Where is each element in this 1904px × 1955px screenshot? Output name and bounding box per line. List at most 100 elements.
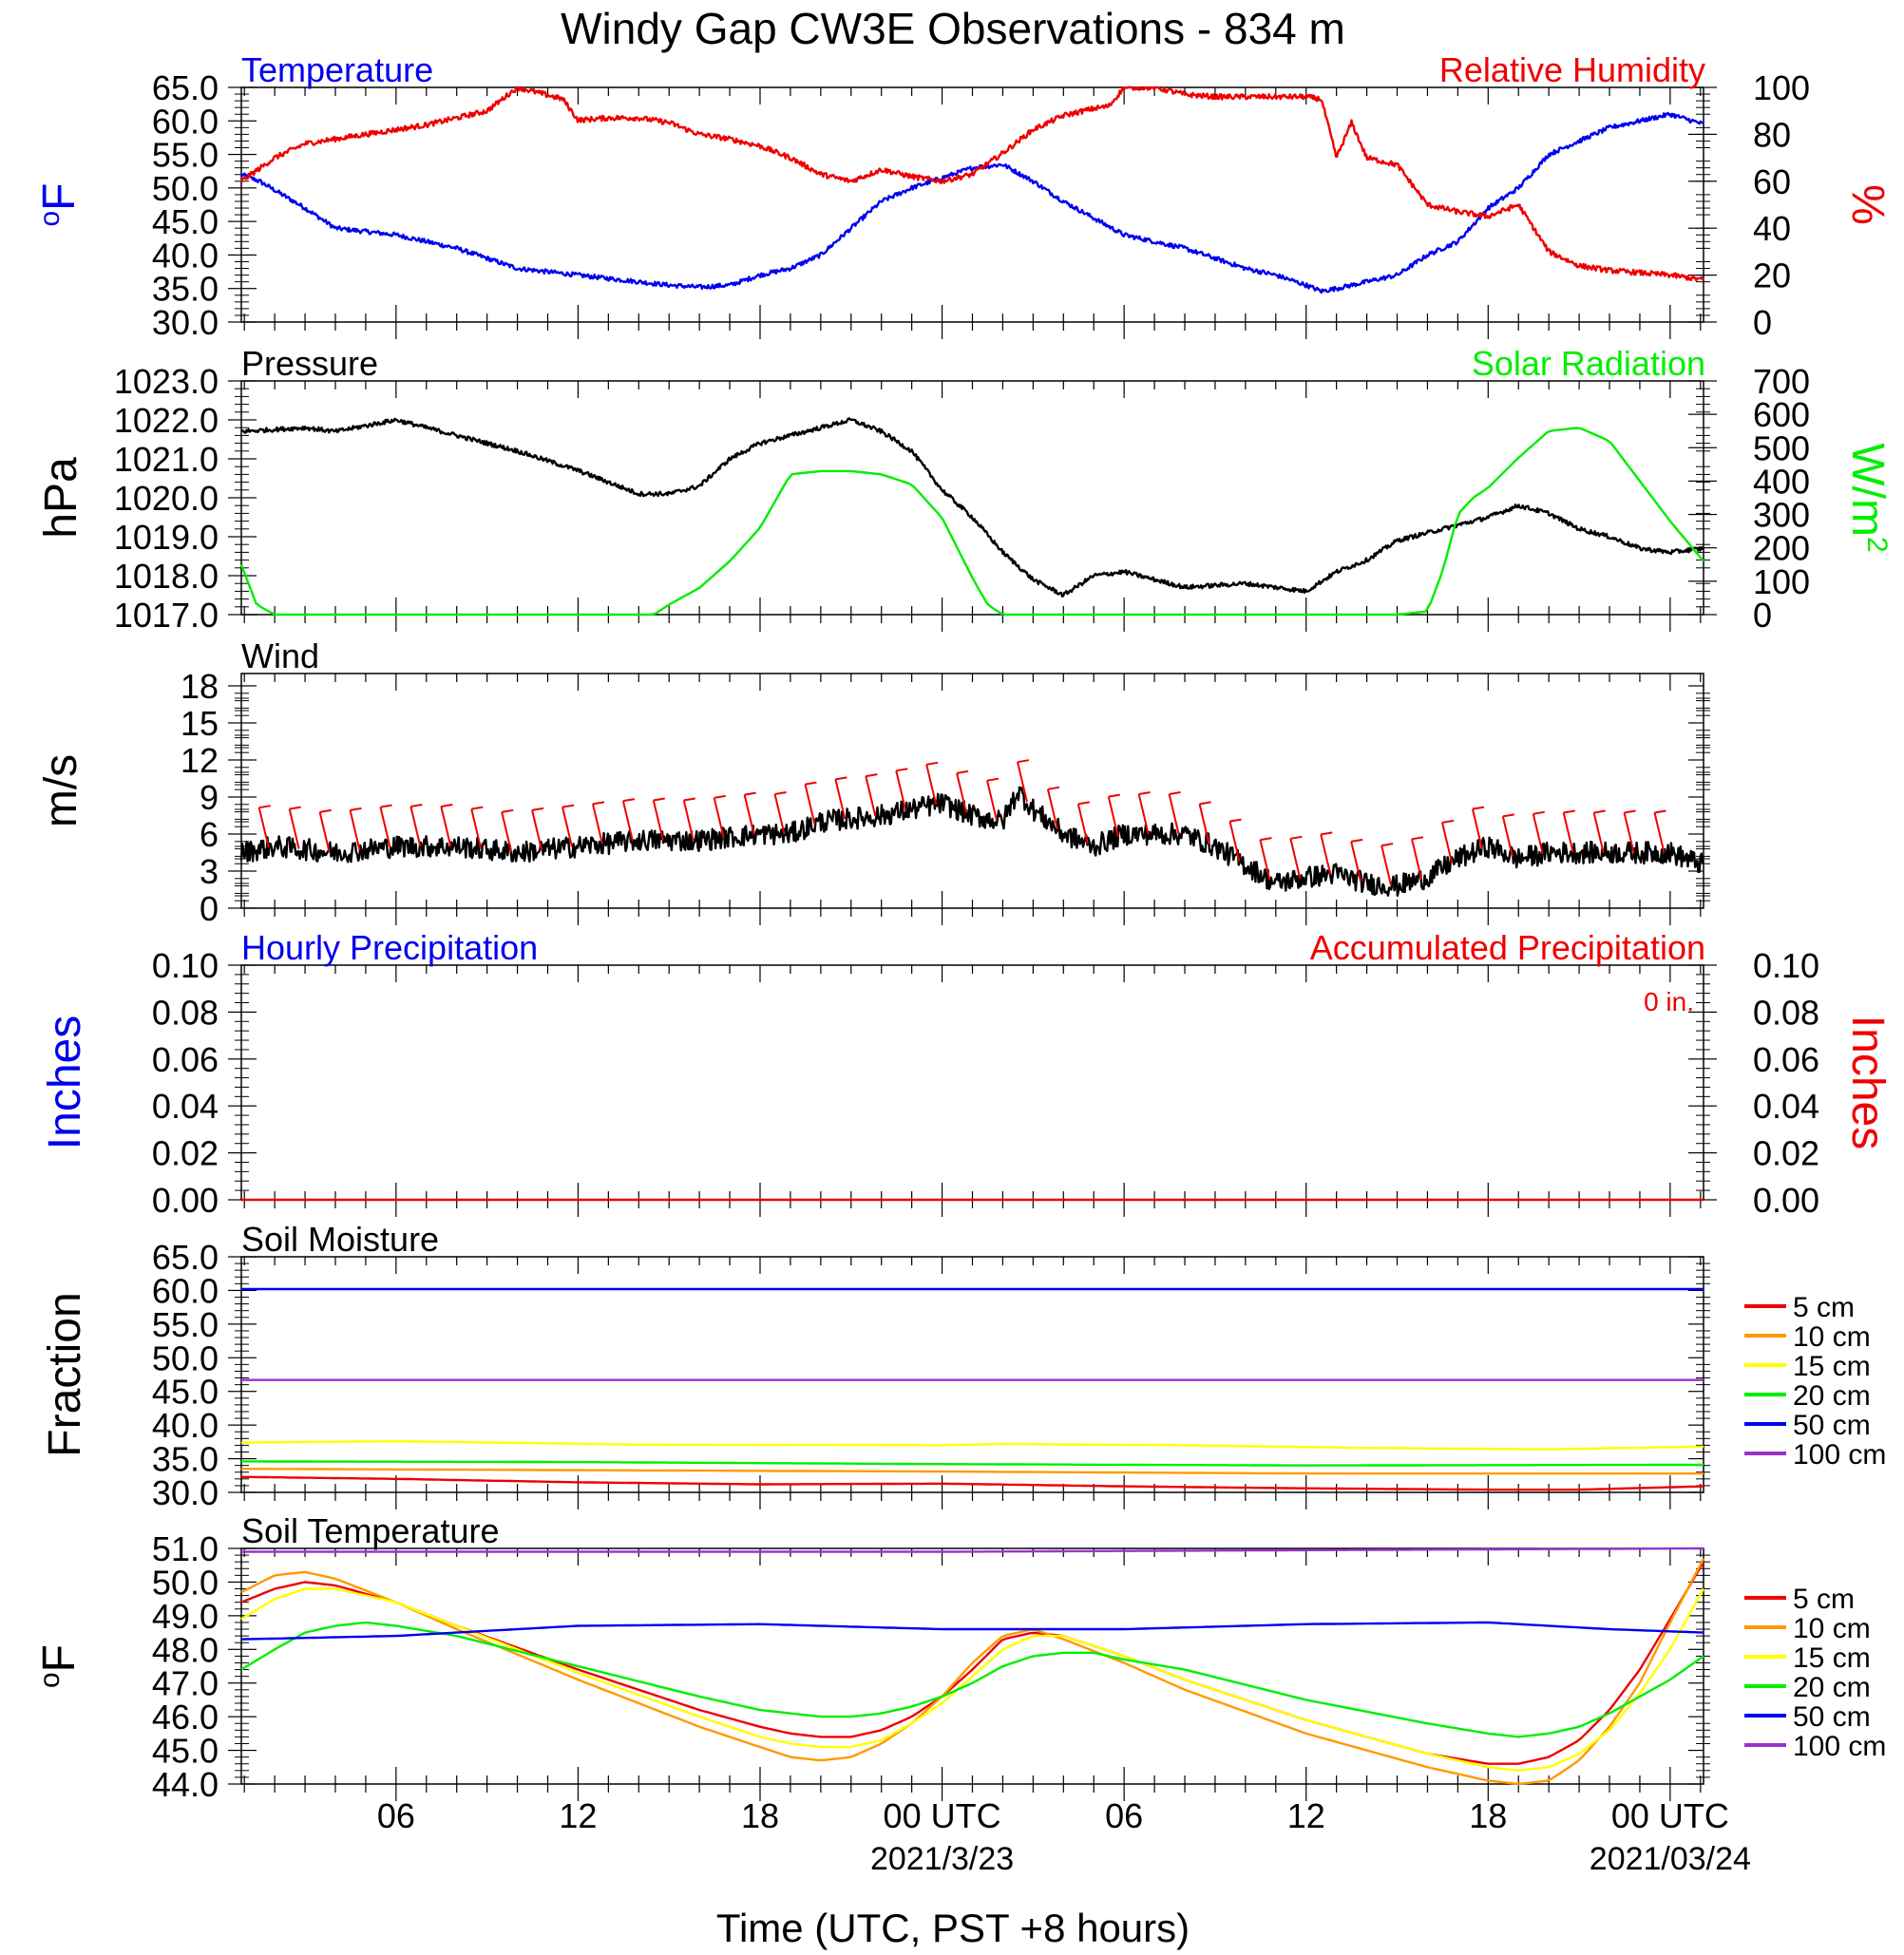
y-right-tick-label: 600 xyxy=(1753,395,1810,434)
wind-barb-flag xyxy=(835,776,847,781)
wind-barb xyxy=(1471,808,1483,849)
legend-label: 15 cm xyxy=(1793,1351,1871,1382)
y-tick-label: 0 xyxy=(200,889,219,928)
legend-label: 50 cm xyxy=(1793,1410,1871,1441)
y-right-tick-label: 0 xyxy=(1753,596,1772,635)
y-right-tick-label: 100 xyxy=(1753,562,1810,601)
panel-frame xyxy=(240,673,1704,909)
wind-barb xyxy=(531,809,543,851)
wind-barb-flag xyxy=(410,804,423,807)
wind-barb-flag xyxy=(258,805,271,809)
wind-barb-flag xyxy=(926,761,939,766)
wind-barb-flag xyxy=(653,797,665,802)
y-tick-label: 0.02 xyxy=(152,1134,219,1173)
y-right-tick-label: 0.04 xyxy=(1753,1087,1819,1126)
legend-label: 20 cm xyxy=(1793,1380,1871,1412)
series-line-20-cm xyxy=(240,1621,1704,1738)
wind-barb-flag xyxy=(1502,813,1515,818)
y-tick-label: 45.0 xyxy=(152,1732,219,1771)
y-right-tick-label: 80 xyxy=(1753,115,1791,154)
wind-barb-flag xyxy=(319,808,332,813)
y-right-tick-label: 60 xyxy=(1753,162,1791,201)
x-tick-label: 06 xyxy=(377,1796,415,1835)
panel-soil_temp: 51.050.049.048.047.046.045.044.0 Soil Tem… xyxy=(34,1511,1886,1877)
y-axis-label: Fraction xyxy=(40,1292,90,1456)
y-tick-label: 6 xyxy=(200,815,219,854)
wind-barb xyxy=(1350,841,1362,883)
y-right-tick-label: 20 xyxy=(1753,256,1791,295)
wind-barb xyxy=(865,775,877,817)
y-tick-label: 45.0 xyxy=(152,202,219,241)
wind-barb xyxy=(713,797,725,839)
wind-barb-flag xyxy=(622,798,636,803)
y-tick-label: 1023.0 xyxy=(114,362,219,401)
legend-label: 100 cm xyxy=(1793,1731,1886,1762)
wind-barb-flag xyxy=(1380,843,1394,847)
wind-barb-flag xyxy=(774,791,787,795)
wind-barb xyxy=(986,780,999,821)
y-tick-label: 60.0 xyxy=(152,102,219,141)
wind-barb xyxy=(1501,816,1514,857)
x-tick-label: 12 xyxy=(1287,1796,1325,1835)
y-axis-label-right: W/m2 xyxy=(1842,443,1893,552)
wind-barb-flag xyxy=(1290,835,1303,840)
y-tick-label: 3 xyxy=(200,852,219,891)
wind-barb xyxy=(1076,804,1089,845)
wind-barb xyxy=(652,800,664,841)
y-tick-label: 15 xyxy=(181,704,219,743)
y-tick-label: 48.0 xyxy=(152,1630,219,1669)
wind-barb-flag xyxy=(1199,801,1211,806)
wind-barb-flag xyxy=(1169,791,1181,795)
y-tick-label: 12 xyxy=(181,741,219,780)
panel-title-right: Accumulated Precipitation xyxy=(1310,928,1705,967)
y-right-tick-label: 400 xyxy=(1753,462,1810,501)
wind-barb xyxy=(621,800,634,842)
y-tick-label: 1022.0 xyxy=(114,401,219,440)
wind-barb xyxy=(349,809,361,851)
y-tick-label: 0.10 xyxy=(152,946,219,985)
legend-label: 15 cm xyxy=(1793,1642,1871,1674)
panel-title-left: Temperature xyxy=(241,50,433,89)
wind-barb-flag xyxy=(441,804,453,807)
wind-barb-flag xyxy=(1108,793,1120,798)
wind-barb xyxy=(1046,788,1058,830)
wind-barb xyxy=(773,793,786,835)
wind-barb-flag xyxy=(714,794,726,799)
wind-barb-flag xyxy=(592,801,605,806)
y-right-tick-label: 40 xyxy=(1753,209,1791,248)
wind-barb-flag xyxy=(1472,806,1485,810)
panel-title-left: Soil Moisture xyxy=(241,1220,439,1259)
series-line-wind xyxy=(239,786,1705,897)
series-line-15-cm xyxy=(240,1439,1704,1451)
series-line-5-cm xyxy=(240,1475,1704,1491)
wind-barb xyxy=(379,807,391,847)
wind-barb-flag xyxy=(1138,791,1151,795)
wind-barb-flag xyxy=(1229,818,1242,823)
wind-barb-flag xyxy=(1441,819,1455,824)
wind-barb xyxy=(318,811,331,853)
panel-title-right: Relative Humidity xyxy=(1439,50,1705,89)
y-right-tick-label: 0.08 xyxy=(1753,993,1819,1032)
wind-barb-flag xyxy=(289,806,301,810)
wind-barb xyxy=(1653,812,1666,853)
wind-barb xyxy=(895,770,907,811)
wind-barb xyxy=(470,808,483,849)
y-tick-label: 9 xyxy=(200,778,219,817)
wind-barb xyxy=(804,784,816,825)
y-tick-label: 35.0 xyxy=(152,1440,219,1479)
panel-title-left: Hourly Precipitation xyxy=(241,928,538,967)
wind-barb xyxy=(1592,812,1605,853)
panel-frame xyxy=(240,86,1704,323)
wind-barb xyxy=(257,807,270,848)
y-tick-label: 30.0 xyxy=(152,1473,219,1512)
wind-barb-flag xyxy=(562,804,575,808)
wind-barb xyxy=(1441,822,1453,864)
wind-barb-flag xyxy=(956,769,969,774)
y-right-tick-label: 500 xyxy=(1753,428,1810,467)
y-axis-label: Inches xyxy=(40,1015,90,1149)
y-tick-label: 40.0 xyxy=(152,236,219,275)
series-line-relative-humidity xyxy=(239,85,1704,282)
y-right-tick-label: 0.10 xyxy=(1753,946,1819,985)
wind-barb-flag xyxy=(1533,810,1545,815)
